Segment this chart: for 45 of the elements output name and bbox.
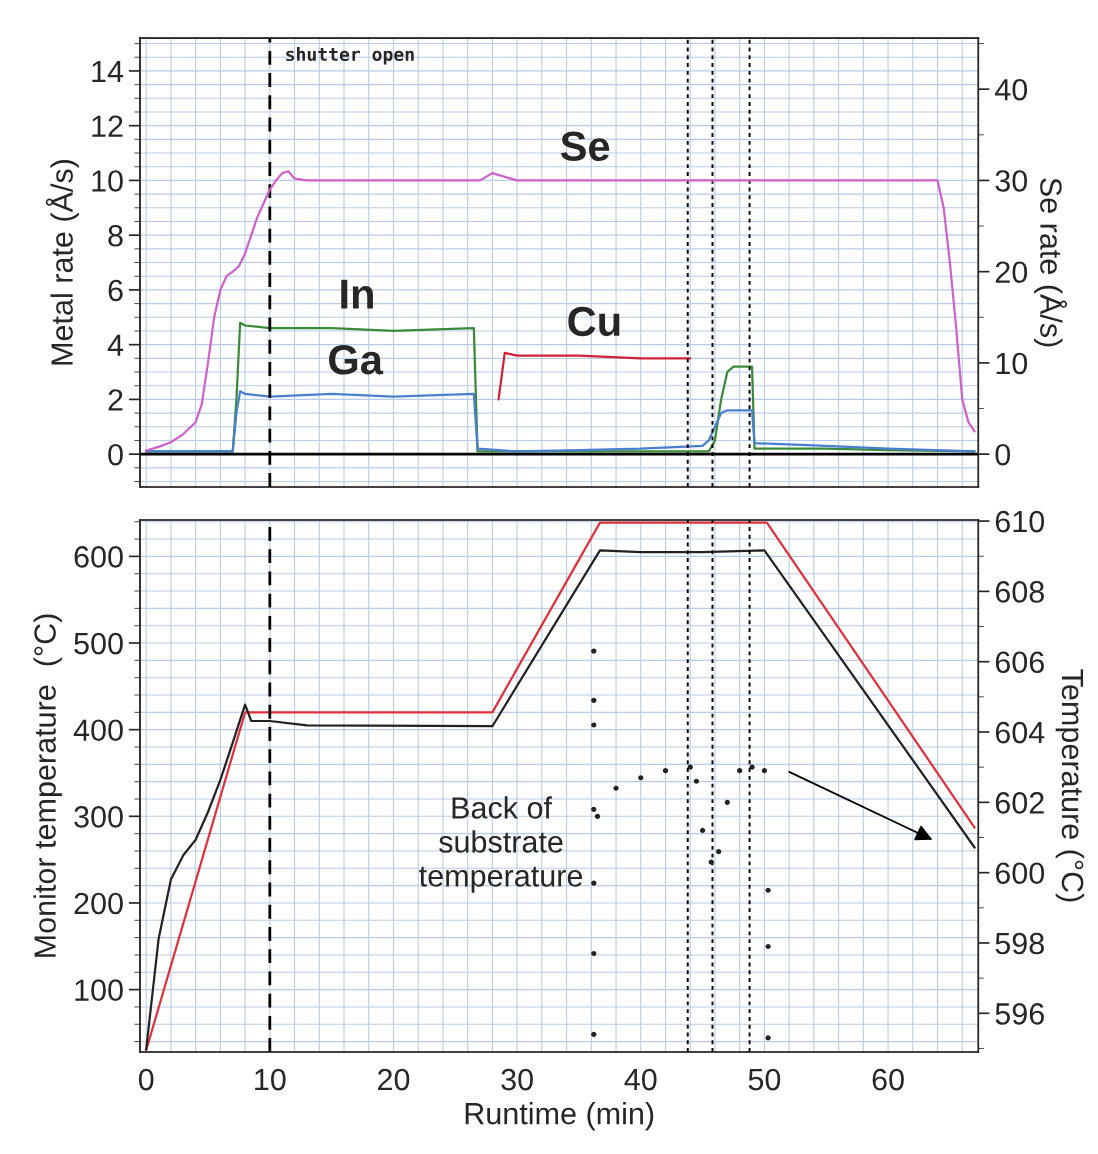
y2-axis-title: Se rate (Å/s) <box>1034 178 1068 347</box>
x-tick-label: 30 <box>501 1068 533 1091</box>
y-tick-label: 12 <box>92 115 123 137</box>
y2-tick-label: 610 <box>995 510 1045 533</box>
x-axis-title: Runtime (min) <box>465 1102 654 1131</box>
y-tick-label: 600 <box>74 546 123 568</box>
y2-tick-label: 40 <box>994 78 1028 101</box>
y-tick-label: 400 <box>73 719 123 742</box>
y2-tick-label: 10 <box>996 352 1028 375</box>
y-tick-label: 6 <box>108 279 123 302</box>
y-tick-label: 10 <box>92 170 123 192</box>
y2-tick-label: 604 <box>995 721 1045 744</box>
y2-tick-label: 20 <box>995 261 1028 284</box>
y-tick-label: 100 <box>75 979 123 1001</box>
y-tick-label: 500 <box>74 632 123 655</box>
x-tick-label: 40 <box>624 1068 657 1091</box>
y-axis-title: Metal rate (Å/s) <box>45 160 79 365</box>
y-tick-label: 0 <box>108 443 123 466</box>
y2-tick-label: 598 <box>995 932 1044 955</box>
series-label: Se <box>560 131 610 162</box>
series-label: Back of substrate temperature <box>419 796 583 893</box>
y2-tick-label: 602 <box>995 792 1044 814</box>
y-tick-label: 200 <box>74 892 123 915</box>
y-tick-label: 14 <box>92 60 124 82</box>
y2-axis-title: Temperature (°C) <box>1055 669 1085 902</box>
x-tick-label: 60 <box>872 1068 904 1091</box>
series-label: Cu <box>568 306 620 337</box>
x-tick-label: 50 <box>748 1068 781 1091</box>
y-tick-label: 300 <box>74 806 123 828</box>
x-tick-label: 0 <box>138 1068 154 1091</box>
y-tick-label: 4 <box>107 334 124 356</box>
x-tick-label: 10 <box>255 1068 286 1091</box>
y2-tick-label: 596 <box>995 1003 1044 1025</box>
series-label: In <box>341 279 373 309</box>
ref-line-label: shutter open <box>286 47 414 65</box>
y-axis-title: Monitor temperature (°C) <box>33 614 62 957</box>
y2-tick-label: 30 <box>995 170 1028 192</box>
y2-tick-label: 0 <box>995 443 1011 466</box>
x-tick-label: 20 <box>378 1068 410 1091</box>
y-tick-label: 8 <box>108 224 123 247</box>
y2-tick-label: 606 <box>995 651 1044 674</box>
y-tick-label: 2 <box>108 389 123 411</box>
y2-tick-label: 608 <box>995 581 1044 603</box>
series-label: Ga <box>329 345 384 375</box>
y2-tick-label: 600 <box>995 862 1045 885</box>
